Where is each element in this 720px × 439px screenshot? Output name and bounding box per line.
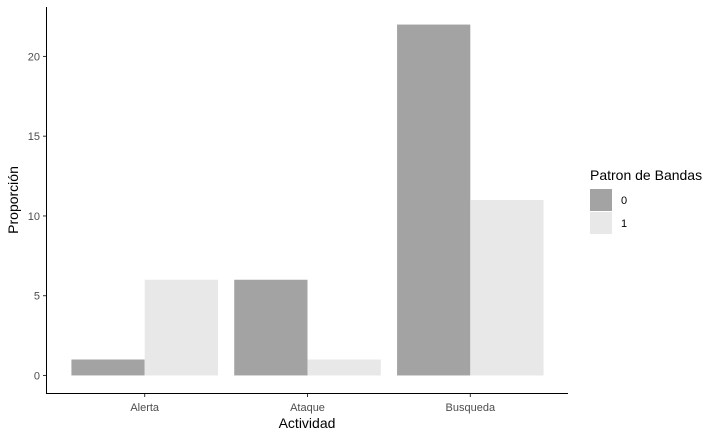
bar-alerta-series-1 [144,279,218,376]
y-tick-label: 15 [28,131,40,143]
legend: Patron de Bandas 0 1 [590,167,702,234]
y-axis-title: Proporción [5,166,21,234]
x-axis-ticks: Alerta Ataque Busqueda [130,393,496,414]
bar-ataque-series-1 [307,359,381,376]
y-tick-label: 0 [34,370,40,382]
legend-label-1: 1 [621,218,627,230]
bar-busqueda-series-1 [470,200,544,376]
bar-ataque-series-0 [234,279,308,376]
x-tick-label-ataque: Ataque [290,402,325,414]
bar-alerta-series-0 [71,359,145,376]
bar-busqueda-series-0 [397,24,471,376]
y-axis-ticks: 0 5 10 15 20 [28,51,47,382]
legend-swatch-0 [590,189,612,211]
x-tick-label-busqueda: Busqueda [446,402,496,414]
x-axis-title: Actividad [279,415,336,431]
legend-title: Patron de Bandas [590,167,702,183]
y-tick-label: 20 [28,51,40,63]
bars-group [71,24,544,376]
x-tick-label-alerta: Alerta [130,402,160,414]
legend-label-0: 0 [621,195,627,207]
y-tick-label: 10 [28,211,40,223]
legend-swatch-1 [590,212,612,234]
y-tick-label: 5 [34,291,40,303]
